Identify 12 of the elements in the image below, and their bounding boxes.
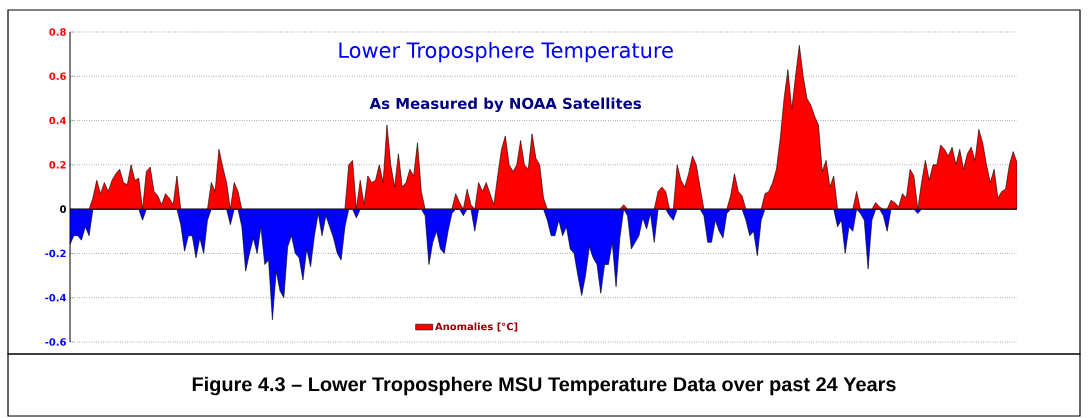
y-tick-label: -0.2: [45, 249, 66, 258]
chart-title: Lower Troposphere Temperature: [339, 41, 673, 63]
y-tick-label: -0.6: [45, 338, 66, 346]
text: As Measured by NOAA Satellites: [369, 97, 641, 113]
y-tick-label: 0.8: [49, 28, 66, 36]
y-tick-label: 0.2: [49, 161, 66, 169]
y-tick-label: 0.6: [49, 72, 66, 81]
y-tick-label: 0.4: [49, 116, 67, 125]
caption: Figure 4.3 – Lower Troposphere MSU Temperature Data over past 24 Years: [192, 376, 896, 396]
legend-label: Anomalies [°C]: [435, 322, 518, 332]
y-tick-label: -0.4: [45, 293, 67, 302]
y-tick-label: 0: [60, 205, 67, 213]
